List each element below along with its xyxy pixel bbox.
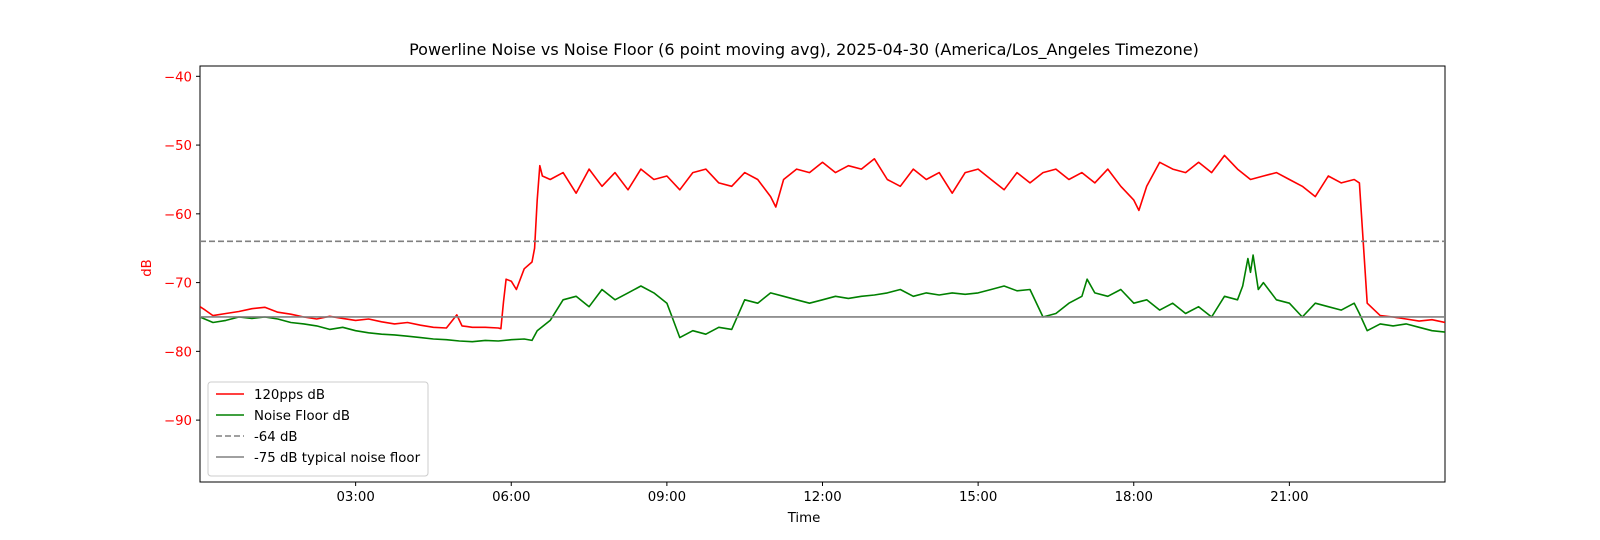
y-tick-label: −40	[164, 70, 192, 85]
x-axis: 03:00 06:00 09:00 12:00 15:00 18:00 21:00	[336, 482, 1309, 505]
y-tick-label: −50	[164, 139, 192, 154]
y-axis-label: dB	[140, 259, 155, 277]
y-tick-label: −70	[164, 277, 192, 292]
series-line-120pps-db	[200, 154, 1445, 330]
x-tick-label: 09:00	[648, 490, 686, 505]
y-axis: −40 −50 −60 −70 −80 −90	[164, 70, 200, 429]
legend-label: 120pps dB	[254, 388, 325, 403]
y-tick-label: −80	[164, 345, 192, 360]
y-tick-label: −60	[164, 208, 192, 223]
x-axis-label: Time	[787, 511, 821, 526]
x-tick-label: 12:00	[803, 490, 841, 505]
legend-box	[207, 381, 429, 477]
legend-label: -75 dB typical noise floor	[254, 451, 421, 466]
x-tick-label: 21:00	[1270, 490, 1308, 505]
legend: 120pps dB Noise Floor dB -64 dB -75 dB typi…	[207, 381, 429, 477]
y-tick-label: −90	[164, 414, 192, 429]
x-tick-label: 15:00	[959, 490, 997, 505]
x-tick-label: 03:00	[336, 490, 374, 505]
legend-label: Noise Floor dB	[254, 409, 350, 424]
legend-label: -64 dB	[254, 430, 298, 445]
x-tick-label: 06:00	[492, 490, 530, 505]
series-line-noise-floor-db	[200, 254, 1445, 343]
x-tick-label: 18:00	[1115, 490, 1153, 505]
chart-title: Powerline Noise vs Noise Floor (6 point …	[409, 40, 1199, 60]
series-layer	[200, 154, 1445, 343]
